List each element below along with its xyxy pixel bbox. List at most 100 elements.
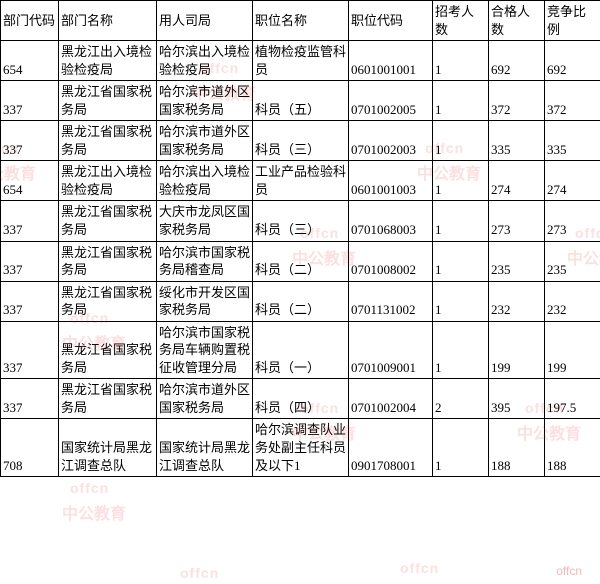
table-row: 708国家统计局黑龙江调查总队国家统计局黑龙江调查总队哈尔滨调查队业务处副主任科… [1,419,600,477]
table-cell: 273 [489,201,545,241]
table-row: 337黑龙江省国家税务局哈尔滨市国家税务局稽查局科员（二）07010080021… [1,241,600,281]
table-cell: 0701131002 [349,281,433,321]
table-cell: 1 [433,121,489,161]
col-position: 职位名称 [253,1,349,41]
table-cell: 337 [1,121,59,161]
table-cell: 2 [433,379,489,419]
table-cell: 哈尔滨市国家税务局稽查局 [157,241,253,281]
col-dept-name: 部门名称 [59,1,157,41]
table-cell: 黑龙江出入境检验检疫局 [59,161,157,201]
table-cell: 1 [433,201,489,241]
table-cell: 黑龙江出入境检验检疫局 [59,41,157,81]
col-pos-code: 职位代码 [349,1,433,41]
table-cell: 0701002005 [349,81,433,121]
table-cell: 372 [489,81,545,121]
table-cell: 哈尔滨出入境检验检疫局 [157,41,253,81]
table-cell: 黑龙江省国家税务局 [59,281,157,321]
table-cell: 科员（五） [253,81,349,121]
col-ratio: 竞争比例 [545,1,600,41]
table-cell: 植物检疫监管科员 [253,41,349,81]
table-row: 337黑龙江省国家税务局哈尔滨市道外区国家税务局科员（三）07010020031… [1,121,600,161]
table-body: 654黑龙江出入境检验检疫局哈尔滨出入境检验检疫局植物检疫监管科员0601001… [1,41,600,477]
watermark-en: offcn [400,560,439,576]
table-cell: 337 [1,81,59,121]
watermark-en: offcn [180,565,219,581]
table-cell: 科员（二） [253,241,349,281]
table-cell: 黑龙江省国家税务局 [59,379,157,419]
table-cell: 0701002004 [349,379,433,419]
table-cell: 692 [545,41,600,81]
table-cell: 274 [489,161,545,201]
table-cell: 199 [489,321,545,379]
table-cell: 188 [489,419,545,477]
table-cell: 黑龙江省国家税务局 [59,241,157,281]
table-row: 337黑龙江省国家税务局绥化市开发区国家税务局科员（二）070113100212… [1,281,600,321]
table-cell: 337 [1,241,59,281]
table-row: 654黑龙江出入境检验检疫局哈尔滨出入境检验检疫局植物检疫监管科员0601001… [1,41,600,81]
table-cell: 1 [433,161,489,201]
table-cell: 哈尔滨市道外区国家税务局 [157,379,253,419]
table-cell: 绥化市开发区国家税务局 [157,281,253,321]
table-cell: 337 [1,281,59,321]
table-cell: 337 [1,321,59,379]
table-cell: 国家统计局黑龙江调查总队 [157,419,253,477]
table-cell: 1 [433,281,489,321]
table-cell: 372 [545,81,600,121]
table-cell: 337 [1,201,59,241]
table-cell: 黑龙江省国家税务局 [59,201,157,241]
table-cell: 235 [489,241,545,281]
table-cell: 0701002003 [349,121,433,161]
table-cell: 335 [489,121,545,161]
table-cell: 232 [545,281,600,321]
table-cell: 科员（二） [253,281,349,321]
table-cell: 哈尔滨市道外区国家税务局 [157,81,253,121]
table-cell: 1 [433,81,489,121]
table-cell: 188 [545,419,600,477]
table-cell: 黑龙江省国家税务局 [59,81,157,121]
table-cell: 1 [433,321,489,379]
table-cell: 哈尔滨出入境检验检疫局 [157,161,253,201]
table-row: 337黑龙江省国家税务局大庆市龙凤区国家税务局科员（三）070106800312… [1,201,600,241]
table-cell: 0701009001 [349,321,433,379]
table-cell: 274 [545,161,600,201]
table-cell: 国家统计局黑龙江调查总队 [59,419,157,477]
table-row: 337黑龙江省国家税务局哈尔滨市国家税务局车辆购置税征收管理分局科员（一）070… [1,321,600,379]
table-cell: 工业产品检验科员 [253,161,349,201]
table-cell: 黑龙江省国家税务局 [59,121,157,161]
table-row: 337黑龙江省国家税务局哈尔滨市道外区国家税务局科员（五）07010020051… [1,81,600,121]
table-cell: 337 [1,379,59,419]
positions-table: 部门代码 部门名称 用人司局 职位名称 职位代码 招考人数 合格人数 竞争比例 … [0,0,600,477]
table-cell: 654 [1,41,59,81]
table-cell: 335 [545,121,600,161]
table-header-row: 部门代码 部门名称 用人司局 职位名称 职位代码 招考人数 合格人数 竞争比例 [1,1,600,41]
table-cell: 科员（一） [253,321,349,379]
table-cell: 235 [545,241,600,281]
table-cell: 692 [489,41,545,81]
table-cell: 科员（三） [253,201,349,241]
table-cell: 科员（三） [253,121,349,161]
table-cell: 0901708001 [349,419,433,477]
brand-footer: offcn [556,564,582,578]
table-cell: 哈尔滨市国家税务局车辆购置税征收管理分局 [157,321,253,379]
table-cell: 1 [433,419,489,477]
table-cell: 197.5 [545,379,600,419]
col-employer: 用人司局 [157,1,253,41]
table-cell: 1 [433,41,489,81]
table-cell: 大庆市龙凤区国家税务局 [157,201,253,241]
table-cell: 232 [489,281,545,321]
table-cell: 273 [545,201,600,241]
table-cell: 654 [1,161,59,201]
table-cell: 黑龙江省国家税务局 [59,321,157,379]
col-dept-code: 部门代码 [1,1,59,41]
watermark-cn: 中公教育 [62,500,126,524]
table-cell: 395 [489,379,545,419]
table-cell: 0601001003 [349,161,433,201]
table-cell: 708 [1,419,59,477]
table-cell: 0601001001 [349,41,433,81]
table-row: 337黑龙江省国家税务局哈尔滨市道外区国家税务局科员（四）07010020042… [1,379,600,419]
table-cell: 199 [545,321,600,379]
table-cell: 0701008002 [349,241,433,281]
table-row: 654黑龙江出入境检验检疫局哈尔滨出入境检验检疫局工业产品检验科员0601001… [1,161,600,201]
table-cell: 哈尔滨市道外区国家税务局 [157,121,253,161]
table-cell: 1 [433,241,489,281]
